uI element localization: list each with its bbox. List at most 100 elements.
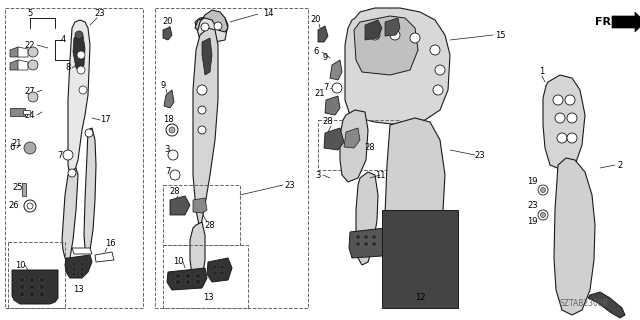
- Circle shape: [433, 85, 443, 95]
- Text: 10: 10: [173, 258, 184, 267]
- Text: 23: 23: [95, 10, 106, 19]
- Polygon shape: [95, 252, 114, 262]
- Polygon shape: [190, 222, 205, 280]
- Polygon shape: [588, 292, 625, 318]
- Text: 7: 7: [58, 150, 63, 159]
- Text: 6: 6: [10, 143, 15, 153]
- Polygon shape: [325, 96, 340, 115]
- Circle shape: [186, 274, 191, 278]
- Polygon shape: [18, 47, 28, 57]
- Text: 7: 7: [165, 167, 171, 177]
- Polygon shape: [167, 268, 207, 290]
- Polygon shape: [385, 118, 445, 275]
- Text: 8: 8: [65, 63, 70, 73]
- Text: 28: 28: [365, 143, 375, 153]
- Circle shape: [80, 272, 84, 276]
- Text: 13: 13: [73, 285, 83, 294]
- Circle shape: [198, 106, 206, 114]
- Text: 14: 14: [263, 10, 273, 19]
- Text: 5: 5: [28, 10, 33, 19]
- Circle shape: [371, 242, 376, 246]
- Polygon shape: [356, 172, 378, 265]
- Polygon shape: [22, 183, 26, 196]
- Text: 24: 24: [25, 110, 35, 119]
- Polygon shape: [612, 12, 640, 32]
- Polygon shape: [163, 27, 172, 40]
- Polygon shape: [73, 32, 85, 72]
- Polygon shape: [345, 8, 450, 125]
- Text: 9: 9: [323, 53, 328, 62]
- Circle shape: [72, 262, 76, 266]
- Polygon shape: [23, 110, 30, 114]
- Circle shape: [201, 23, 209, 31]
- Text: SZTAB2300B: SZTAB2300B: [560, 299, 609, 308]
- Circle shape: [541, 212, 545, 218]
- Text: 16: 16: [105, 239, 115, 249]
- Polygon shape: [72, 248, 92, 254]
- Text: 2: 2: [618, 161, 623, 170]
- Text: 21: 21: [315, 90, 325, 99]
- Circle shape: [79, 86, 87, 94]
- Polygon shape: [330, 60, 342, 80]
- Polygon shape: [10, 108, 25, 116]
- Circle shape: [80, 262, 84, 266]
- Polygon shape: [344, 128, 360, 148]
- Circle shape: [24, 200, 36, 212]
- Text: 23: 23: [475, 150, 485, 159]
- Text: 18: 18: [163, 116, 173, 124]
- Circle shape: [364, 235, 369, 239]
- Polygon shape: [10, 60, 20, 70]
- Text: 28: 28: [323, 117, 333, 126]
- Circle shape: [85, 129, 93, 137]
- Text: 15: 15: [495, 30, 505, 39]
- Circle shape: [214, 22, 222, 30]
- Circle shape: [166, 124, 178, 136]
- Circle shape: [63, 150, 73, 160]
- Text: 10: 10: [15, 260, 26, 269]
- Circle shape: [19, 292, 24, 297]
- Text: 23: 23: [527, 201, 538, 210]
- Circle shape: [355, 242, 360, 246]
- Text: 6: 6: [314, 47, 319, 57]
- Text: 28: 28: [170, 188, 180, 196]
- Circle shape: [175, 274, 180, 278]
- Polygon shape: [318, 26, 328, 42]
- Circle shape: [72, 267, 76, 271]
- Text: 11: 11: [375, 171, 385, 180]
- Circle shape: [28, 92, 38, 102]
- Polygon shape: [193, 28, 218, 230]
- Circle shape: [370, 30, 380, 40]
- Polygon shape: [65, 255, 92, 278]
- Circle shape: [220, 265, 224, 269]
- Circle shape: [75, 31, 83, 39]
- Polygon shape: [84, 128, 96, 252]
- Circle shape: [29, 292, 35, 297]
- Circle shape: [29, 284, 35, 290]
- Circle shape: [371, 235, 376, 239]
- Text: 19: 19: [527, 218, 538, 227]
- Circle shape: [40, 284, 45, 290]
- Circle shape: [565, 95, 575, 105]
- Circle shape: [567, 133, 577, 143]
- Circle shape: [538, 185, 548, 195]
- Text: 7: 7: [323, 84, 329, 92]
- Text: 21: 21: [12, 139, 22, 148]
- Circle shape: [40, 277, 45, 283]
- Polygon shape: [164, 90, 174, 108]
- Polygon shape: [340, 110, 368, 182]
- Text: 23: 23: [285, 180, 295, 189]
- Text: 3: 3: [316, 171, 321, 180]
- Circle shape: [555, 113, 565, 123]
- Circle shape: [213, 265, 217, 269]
- Polygon shape: [365, 20, 382, 40]
- Polygon shape: [170, 196, 190, 215]
- Polygon shape: [10, 47, 20, 57]
- Text: 27: 27: [25, 87, 35, 97]
- Circle shape: [197, 85, 207, 95]
- Text: 26: 26: [9, 202, 19, 211]
- Polygon shape: [382, 210, 458, 308]
- Circle shape: [77, 51, 85, 59]
- Text: 19: 19: [527, 178, 538, 187]
- Circle shape: [567, 113, 577, 123]
- Polygon shape: [554, 158, 595, 315]
